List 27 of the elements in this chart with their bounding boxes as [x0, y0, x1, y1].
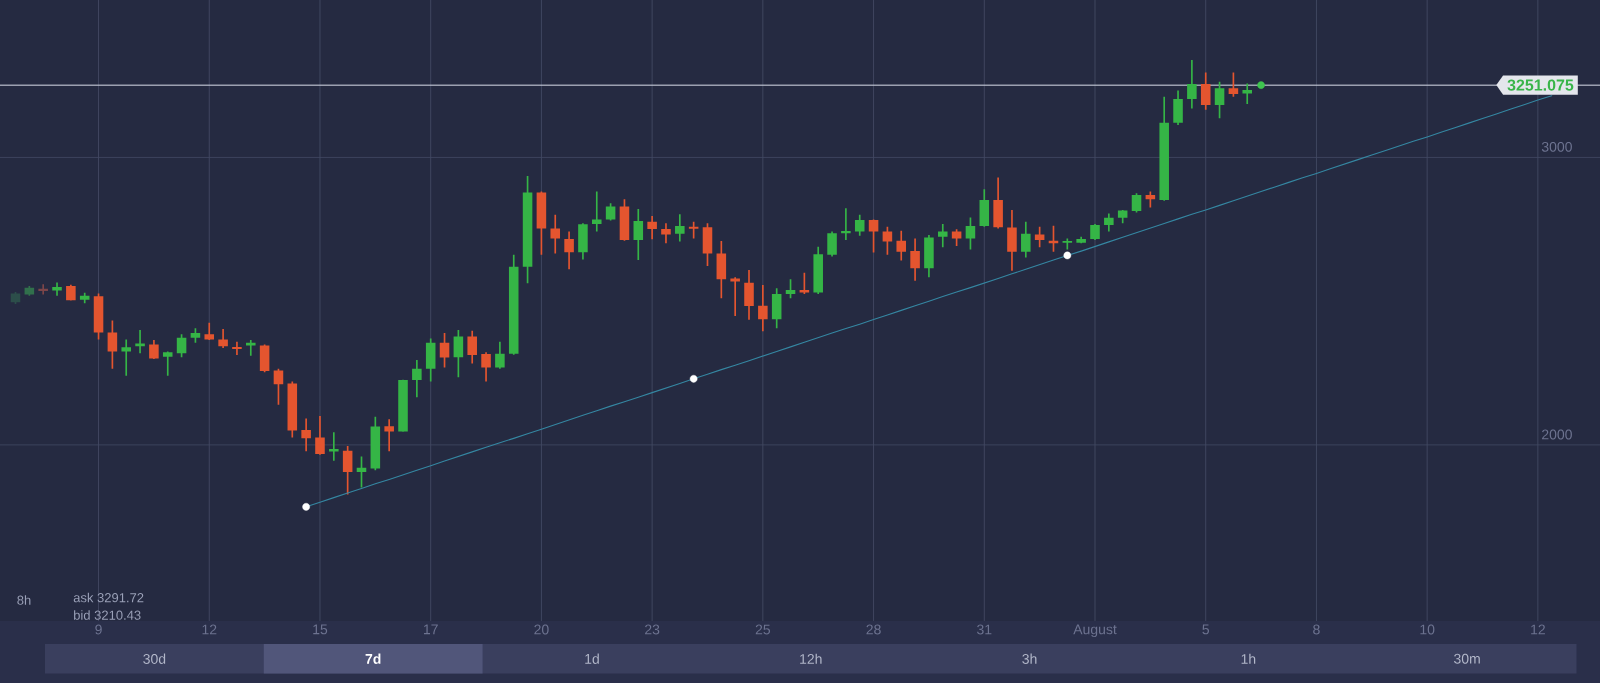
x-tick-label: 20: [534, 624, 549, 635]
text: 1d: [585, 653, 599, 664]
text: 7d: [365, 653, 381, 664]
x-tick-label: 10: [1420, 624, 1435, 635]
x-tick-label: 12: [1531, 624, 1545, 635]
x-tick-label: 5: [1202, 624, 1210, 635]
x-tick-label: 12: [202, 624, 217, 635]
x-tick-label: 25: [755, 624, 771, 635]
x-tick-label: 28: [866, 624, 881, 635]
x-tick-label: 9: [95, 624, 102, 635]
annotation: ask 3291.72: [73, 592, 144, 603]
y-tick-label: 3000: [1541, 141, 1572, 152]
x-tick-label: 31: [977, 624, 992, 635]
ref-line-label: 3251.075: [1507, 79, 1574, 91]
y-tick-label: 2000: [1542, 429, 1572, 440]
text: 1h: [1241, 653, 1256, 664]
text: 30m: [1454, 653, 1480, 664]
x-tick-label: 15: [313, 624, 328, 635]
x-tick-label: 17: [423, 624, 438, 635]
x-tick-label: 8: [1313, 624, 1320, 635]
x-tick-label: August: [1073, 624, 1117, 638]
x-tick-label: 23: [645, 624, 660, 635]
text: 12h: [800, 653, 822, 664]
annotation: bid 3210.43: [74, 610, 141, 620]
text: 30d: [143, 653, 166, 664]
annotation: 8h: [17, 595, 31, 605]
text: 3h: [1022, 653, 1037, 664]
